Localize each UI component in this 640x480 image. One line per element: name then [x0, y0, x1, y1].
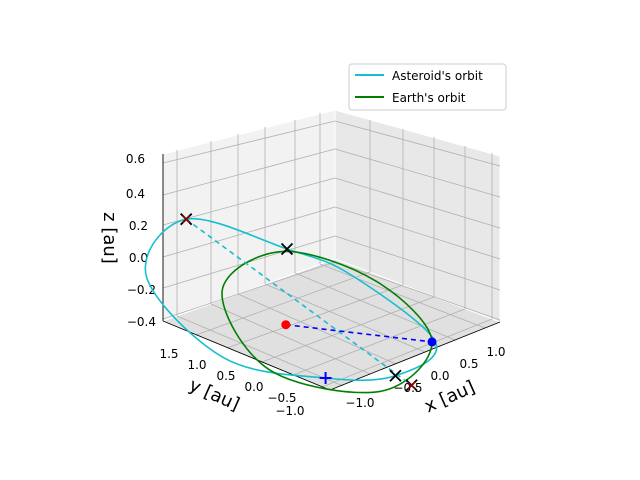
x-tick-label: 1.0 — [486, 345, 505, 359]
z-tick-labels: 0.6 0.4 0.2 0.0 −0.2 −0.4 — [126, 152, 156, 329]
y-tick-labels: 1.5 1.0 0.5 0.0 −0.5 −1.0 — [159, 347, 304, 418]
earth-position-dot — [427, 337, 437, 347]
sun-plus-marker — [319, 371, 332, 384]
sun-plus-cross — [319, 371, 332, 384]
z-tick-label: 0.2 — [129, 219, 148, 233]
y-tick-label: −0.5 — [267, 391, 296, 405]
legend: Asteroid's orbit Earth's orbit — [348, 63, 507, 111]
legend-box — [348, 63, 507, 111]
dashed-line-3 — [285, 323, 433, 343]
crossing-upper-cross — [280, 242, 294, 256]
node-bottom-inner-cross — [407, 381, 416, 390]
z-axis-label: z [au] — [99, 212, 120, 264]
dashed-line-2 — [185, 218, 413, 386]
orbit-curve-1 — [221, 250, 433, 394]
axis-lines — [162, 154, 501, 391]
y-tick-label: −1.0 — [275, 404, 304, 418]
node-top-inner-cross — [182, 215, 191, 224]
asteroid-position-dot — [281, 320, 291, 330]
crossing-upper-marker — [280, 242, 294, 256]
grid-lines — [162, 113, 501, 388]
z-tick-label: −0.4 — [127, 315, 156, 329]
z-tick-label: 0.0 — [129, 251, 148, 265]
z-tick-label: 0.6 — [126, 152, 145, 166]
y-tick-label: 0.0 — [244, 380, 263, 394]
earth-position-marker — [427, 337, 437, 347]
marker-layer — [180, 213, 437, 392]
legend-label-earth: Earth's orbit — [392, 91, 466, 105]
x-tick-label: −1.0 — [345, 396, 374, 410]
x-tick-label: 0.5 — [459, 357, 478, 371]
x-tick-label: 0.0 — [430, 369, 449, 383]
y-tick-label: 1.5 — [159, 347, 178, 361]
crossing-lower-cross — [389, 369, 402, 382]
node-bottom-inner-marker — [407, 381, 416, 390]
crossing-lower-marker — [389, 369, 402, 382]
y-tick-label: 0.5 — [216, 369, 235, 383]
z-tick-label: −0.2 — [127, 283, 156, 297]
legend-label-asteroid: Asteroid's orbit — [392, 69, 483, 83]
z-tick-label: 0.4 — [126, 187, 145, 201]
node-top-inner-marker — [182, 215, 191, 224]
y-tick-label: 1.0 — [187, 358, 206, 372]
asteroid-position-marker — [281, 320, 291, 330]
